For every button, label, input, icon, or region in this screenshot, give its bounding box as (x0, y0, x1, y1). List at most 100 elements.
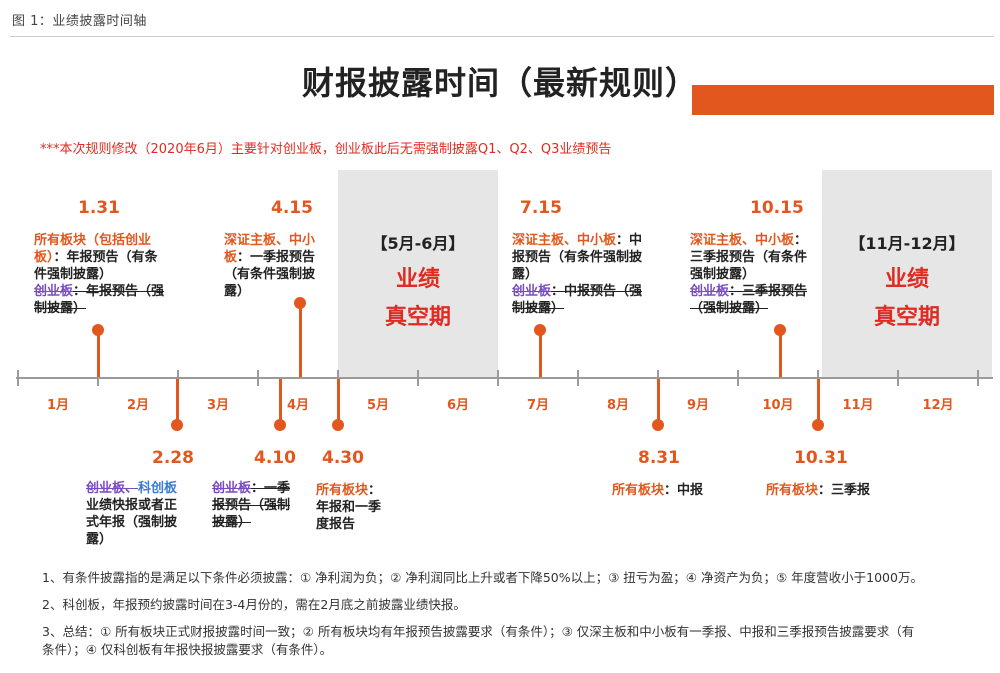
event-text-line: 创业板：年报预告（强 (34, 283, 164, 300)
event-text-line: 式年报（强制披 (86, 514, 177, 531)
event-stem (539, 330, 542, 377)
event-description: 深证主板、中小板： 三季报预告（有条件 强制披露） 创业板：三季报预告 （强制披露） (690, 232, 807, 317)
vacuum-period-may-june: 【5月-6月】 业绩 真空期 (338, 170, 498, 378)
axis-tick (177, 370, 179, 386)
event-text-segment: 露） (512, 267, 539, 282)
event-text-line: 三季报预告（有条件 (690, 249, 807, 266)
axis-tick (897, 370, 899, 386)
event-date: 4.15 (271, 198, 313, 218)
axis-tick (97, 370, 99, 386)
event-text-segment: 年报和一季 (316, 500, 382, 515)
vacuum-label-line1: 业绩 (884, 267, 929, 292)
event-text-segment: 露） (86, 532, 113, 547)
event-text-segment: 创业板 (512, 284, 552, 299)
event-description: 所有板块：三季报 (766, 482, 870, 499)
event-text-segment: 度报告 (316, 517, 356, 532)
event-text-segment: 所有板块 (612, 483, 665, 498)
event-text-line: 所有板块：中报 (612, 482, 703, 499)
event-date: 8.31 (638, 448, 680, 468)
event-text-segment: 深证主板、中小板 (690, 233, 795, 248)
event-text-segment: ：三季报预告 (729, 284, 808, 299)
vacuum-range-label: 【11月-12月】 (849, 234, 965, 253)
event-text-segment: 强制披露） (690, 267, 756, 282)
event-text-segment: ：一季 (251, 481, 291, 496)
month-label: 8月 (606, 398, 630, 413)
month-label: 11月 (842, 398, 874, 413)
event-text-segment: 报预告（强制 (212, 498, 291, 513)
event-text-line: 年报和一季 (316, 499, 381, 516)
event-text-segment: ：三季报 (818, 483, 871, 498)
axis-tick (417, 370, 419, 386)
event-description: 深证主板、中小板：中 报预告（有条件强制披 露） 创业板：中报预告（强 制披露） (512, 232, 642, 317)
event-text-segment: 所有板块（包括创业 (34, 233, 152, 248)
event-text-line: 深证主板、中小 (224, 232, 315, 249)
event-text-segment: 三季报预告（有条件 (690, 250, 808, 265)
event-text-segment: （强制披露） (690, 301, 769, 316)
month-label: 2月 (126, 398, 150, 413)
event-date: 4.10 (254, 448, 296, 468)
event-text-segment: 式年报（强制披 (86, 515, 178, 530)
event-text-line: 露） (512, 266, 642, 283)
event-description: 所有板块（包括创业 板）：年报预告（有条 件强制披露） 创业板：年报预告（强 制披露） (34, 232, 164, 317)
event-dot (534, 324, 546, 336)
event-text-line: 制披露） (512, 300, 642, 317)
event-text-segment: 深证主板、中小 (224, 233, 316, 248)
footnote-3: 3、总结：① 所有板块正式财报披露时间一致；② 所有板块均有年报预告披露要求（有… (42, 624, 915, 639)
event-text-segment: ： (368, 483, 382, 498)
event-description: 深证主板、中小 板：一季报预告 （有条件强制披 露） (224, 232, 315, 300)
vacuum-period-nov-dec: 【11月-12月】 业绩 真空期 (822, 170, 992, 378)
event-text-segment: （有条件强制披 (224, 267, 316, 282)
month-label: 10月 (762, 398, 794, 413)
axis-tick (17, 370, 19, 386)
event-text-segment: 创业板 (690, 284, 730, 299)
event-date: 4.30 (322, 448, 364, 468)
axis-tick (817, 370, 819, 386)
footnote-2: 2、科创板，年报预约披露时间在3-4月份的，需在2月底之前披露业绩快报。 (42, 597, 466, 612)
axis-tick (577, 370, 579, 386)
event-text-segment: 板 (224, 250, 238, 265)
event-stem (97, 330, 100, 377)
event-text-segment: ：年报预告（有条 (53, 250, 158, 265)
vacuum-label-line1: 业绩 (395, 267, 440, 292)
event-dot (774, 324, 786, 336)
axis-tick (977, 370, 979, 386)
axis-tick (657, 370, 659, 386)
event-dot (92, 324, 104, 336)
event-description: 创业板：一季 报预告（强制 披露） (212, 480, 290, 531)
figure-caption: 图 1：业绩披露时间轴 (12, 14, 147, 29)
event-text-segment: 披露） (212, 515, 252, 530)
event-text-segment: 露） (224, 284, 251, 299)
event-text-line: 深证主板、中小板： (690, 232, 807, 249)
event-text-line: 所有板块：三季报 (766, 482, 870, 499)
event-text-line: 板：一季报预告 (224, 249, 315, 266)
main-title: 财报披露时间（最新规则） (301, 64, 698, 102)
event-text-line: 创业板：三季报预告 (690, 283, 807, 300)
event-text-segment: 创业板 (34, 284, 74, 299)
month-label: 5月 (366, 398, 390, 413)
event-description: 创业板、科创板 业绩快报或者正 式年报（强制披 露） (86, 480, 177, 548)
event-text-line: 披露） (212, 514, 290, 531)
axis-tick (337, 370, 339, 386)
title-accent-bar (692, 85, 994, 115)
event-text-line: 所有板块（包括创业 (34, 232, 164, 249)
event-text-segment: 所有板块 (316, 483, 369, 498)
event-text-segment: ：中 (616, 233, 643, 248)
event-text-line: 业绩快报或者正 (86, 497, 177, 514)
event-description: 所有板块： 年报和一季度报告 (316, 482, 381, 533)
event-stem (337, 379, 340, 425)
event-text-segment: 科创板 (138, 481, 178, 496)
event-text-line: 创业板：中报预告（强 (512, 283, 642, 300)
event-text-segment: ：一季报预告 (237, 250, 316, 265)
month-label: 7月 (526, 398, 550, 413)
axis-tick (737, 370, 739, 386)
event-text-segment: 所有板块 (766, 483, 819, 498)
event-dot (294, 297, 306, 309)
month-label: 6月 (446, 398, 470, 413)
event-stem (817, 379, 820, 425)
footnote-3-continued: 条件）；④ 仅科创板有年报快报披露要求（有条件）。 (42, 642, 333, 657)
event-dot (812, 419, 824, 431)
event-text-line: 板）：年报预告（有条 (34, 249, 164, 266)
event-date: 2.28 (152, 448, 194, 468)
event-text-line: 件强制披露） (34, 266, 164, 283)
event-text-line: 报预告（有条件强制披 (512, 249, 642, 266)
